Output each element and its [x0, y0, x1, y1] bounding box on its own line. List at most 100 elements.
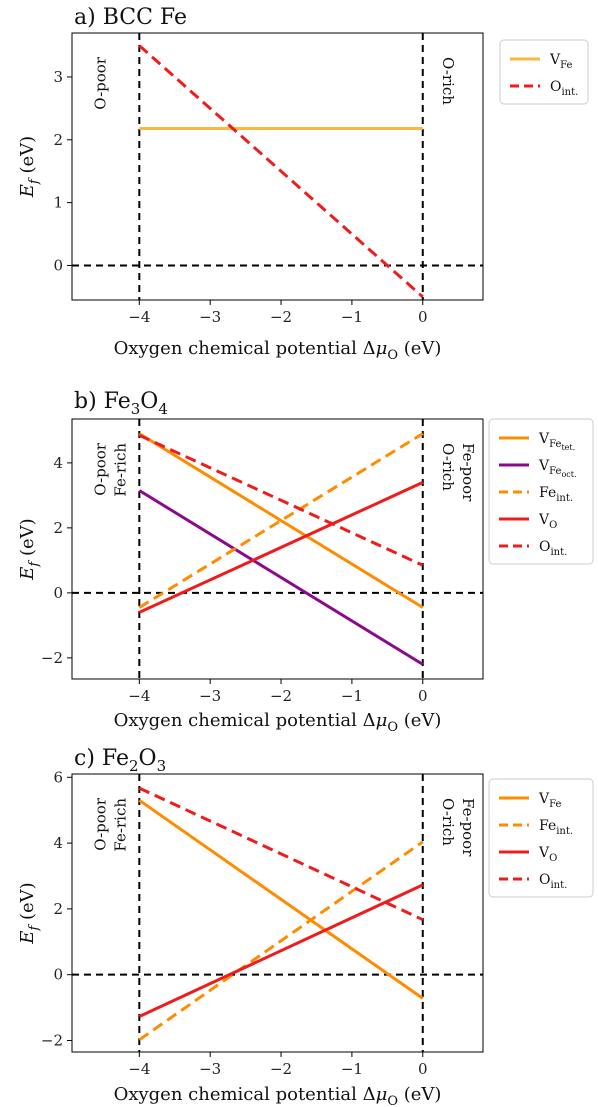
legend-main: V: [538, 458, 550, 474]
y-label-subscript: f: [27, 177, 42, 185]
y-axis-label: Ef (eV): [17, 518, 42, 580]
x-label-unit: (eV): [398, 1084, 441, 1105]
legend-main: V: [549, 52, 561, 68]
series-line-o-int-: [138, 433, 424, 567]
title-subscript: 3: [131, 400, 141, 418]
y-label-subscript: f: [27, 560, 42, 568]
y-tick-label: −2: [41, 649, 63, 667]
y-tick-label: 6: [53, 768, 63, 786]
annotation-left: O-poor: [91, 56, 109, 110]
legend-subscript: int.: [556, 826, 573, 837]
series-line-v-o: [138, 883, 424, 1018]
legend-subscript: O: [549, 520, 557, 531]
panel-title: b) Fe3O4: [74, 389, 168, 418]
legend-label: VFeoct.: [538, 458, 577, 479]
series-line-v-o: [138, 481, 424, 614]
legend-subscript: Fe: [549, 439, 561, 450]
legend-subscript: Fe: [560, 60, 572, 71]
y-label-subscript: f: [27, 924, 42, 932]
legend-label: VO: [538, 512, 557, 531]
y-label-e: E: [17, 931, 38, 945]
legend-subscript: Fe: [549, 799, 561, 810]
legend-main: V: [538, 512, 550, 528]
annotation-left: Fe-rich: [111, 443, 129, 497]
legend-box: [488, 778, 594, 898]
y-tick-label: 1: [53, 194, 63, 212]
y-label-unit: (eV): [17, 882, 38, 925]
x-label-subscript: O: [387, 1094, 398, 1107]
axes-frame: [71, 773, 484, 1053]
legend-main: O: [539, 539, 550, 555]
x-label-unit: (eV): [398, 710, 441, 731]
panel-title: a) BCC Fe: [74, 5, 187, 30]
y-label-e: E: [17, 567, 38, 581]
y-label-unit: (eV): [17, 136, 38, 179]
legend-label: Oint.: [539, 872, 567, 891]
annotation-right: O-rich: [439, 443, 457, 491]
legend-main: O: [550, 79, 561, 95]
legend-subscript: int.: [550, 880, 567, 891]
series-line-fe-int-: [138, 432, 424, 609]
x-label-mu: μ: [376, 710, 388, 731]
title-text: O: [139, 746, 157, 771]
x-label-mu: μ: [376, 1084, 388, 1105]
y-tick-label: 2: [53, 519, 63, 537]
legend-subscript: Fe: [549, 466, 561, 477]
axes-frame: [71, 32, 484, 301]
y-axis-label: Ef (eV): [17, 136, 42, 198]
annotation-left: Fe-rich: [111, 798, 129, 852]
x-tick-label: −1: [341, 308, 363, 326]
x-label-text: Oxygen chemical potential Δ: [114, 710, 376, 731]
legend-label: Feint.: [539, 818, 573, 837]
legend: VFe Oint.: [499, 39, 589, 105]
legend-subscript: int.: [550, 547, 567, 558]
y-tick-label: 0: [53, 256, 63, 274]
plot-area: [72, 774, 483, 1052]
legend-main: O: [539, 872, 550, 888]
plot-area: [72, 33, 483, 300]
title-subscript: 4: [158, 400, 168, 418]
annotation-right: O-rich: [439, 798, 457, 846]
y-tick-label: 4: [53, 454, 63, 472]
title-text: c) Fe: [74, 746, 129, 771]
series-line-v-fe-tet-: [138, 432, 424, 609]
x-label-text: Oxygen chemical potential Δ: [114, 338, 376, 359]
x-axis-label: Oxygen chemical potential ΔμO (eV): [114, 710, 442, 735]
legend-label: VFetet.: [538, 431, 575, 452]
x-tick-label: −2: [270, 308, 292, 326]
x-label-unit: (eV): [398, 338, 441, 359]
x-axis-label: Oxygen chemical potential ΔμO (eV): [114, 1084, 442, 1107]
x-tick-label: 0: [418, 308, 428, 326]
x-label-text: Oxygen chemical potential Δ: [114, 1084, 376, 1105]
legend-box: [488, 418, 594, 565]
y-label-unit: (eV): [17, 518, 38, 561]
legend-subsubscript: oct.: [561, 470, 576, 479]
x-tick-label: −1: [341, 687, 363, 705]
y-label-e: E: [17, 184, 38, 198]
series-line-v-fe-oct-: [138, 489, 424, 666]
legend-main: V: [538, 845, 550, 861]
y-axis-label: Ef (eV): [17, 882, 42, 944]
x-tick-label: −4: [128, 1060, 150, 1078]
x-tick-label: 0: [418, 1060, 428, 1078]
x-axis-label: Oxygen chemical potential ΔμO (eV): [114, 338, 442, 363]
legend-subscript: int.: [561, 87, 578, 98]
x-label-subscript: O: [387, 348, 398, 363]
x-tick-label: −2: [270, 1060, 292, 1078]
series-line-o-int-: [138, 44, 424, 299]
x-tick-label: −3: [199, 1060, 221, 1078]
annotation-left: O-poor: [91, 442, 109, 496]
annotation-right: Fe-poor: [459, 443, 477, 502]
legend-main: V: [538, 431, 550, 447]
x-tick-label: 0: [418, 687, 428, 705]
x-tick-label: −1: [341, 1060, 363, 1078]
series-line-fe-int-: [138, 840, 424, 1042]
title-text: O: [140, 389, 158, 414]
title-text: b) Fe: [74, 389, 131, 414]
annotation-right: Fe-poor: [459, 798, 477, 857]
series-line-o-int-: [138, 786, 424, 922]
